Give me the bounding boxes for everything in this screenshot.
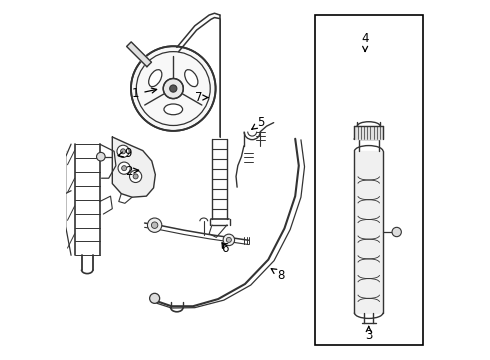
Circle shape (163, 78, 183, 99)
Text: 5: 5 (252, 116, 265, 129)
Text: 3: 3 (365, 326, 372, 342)
Text: 6: 6 (221, 242, 229, 255)
Ellipse shape (185, 69, 198, 87)
Text: 2: 2 (124, 165, 139, 177)
Ellipse shape (164, 104, 183, 115)
Text: 8: 8 (271, 269, 285, 282)
Polygon shape (354, 126, 383, 139)
Polygon shape (112, 137, 155, 197)
Text: 1: 1 (132, 87, 157, 100)
Circle shape (129, 170, 142, 183)
Circle shape (226, 237, 231, 242)
Circle shape (121, 149, 125, 154)
Polygon shape (126, 42, 151, 67)
Text: 4: 4 (362, 32, 369, 51)
Circle shape (149, 293, 160, 303)
Circle shape (170, 85, 177, 92)
Circle shape (131, 46, 216, 131)
Circle shape (118, 162, 130, 174)
Bar (315, 15, 422, 345)
Text: 7: 7 (195, 91, 208, 104)
Circle shape (147, 218, 162, 232)
Text: 9: 9 (118, 147, 132, 159)
Circle shape (151, 222, 158, 228)
Circle shape (122, 166, 126, 171)
Circle shape (133, 174, 138, 179)
Circle shape (117, 145, 129, 157)
Circle shape (223, 234, 235, 246)
Circle shape (97, 152, 105, 161)
Polygon shape (354, 151, 383, 313)
Circle shape (392, 227, 401, 237)
Ellipse shape (148, 69, 162, 87)
